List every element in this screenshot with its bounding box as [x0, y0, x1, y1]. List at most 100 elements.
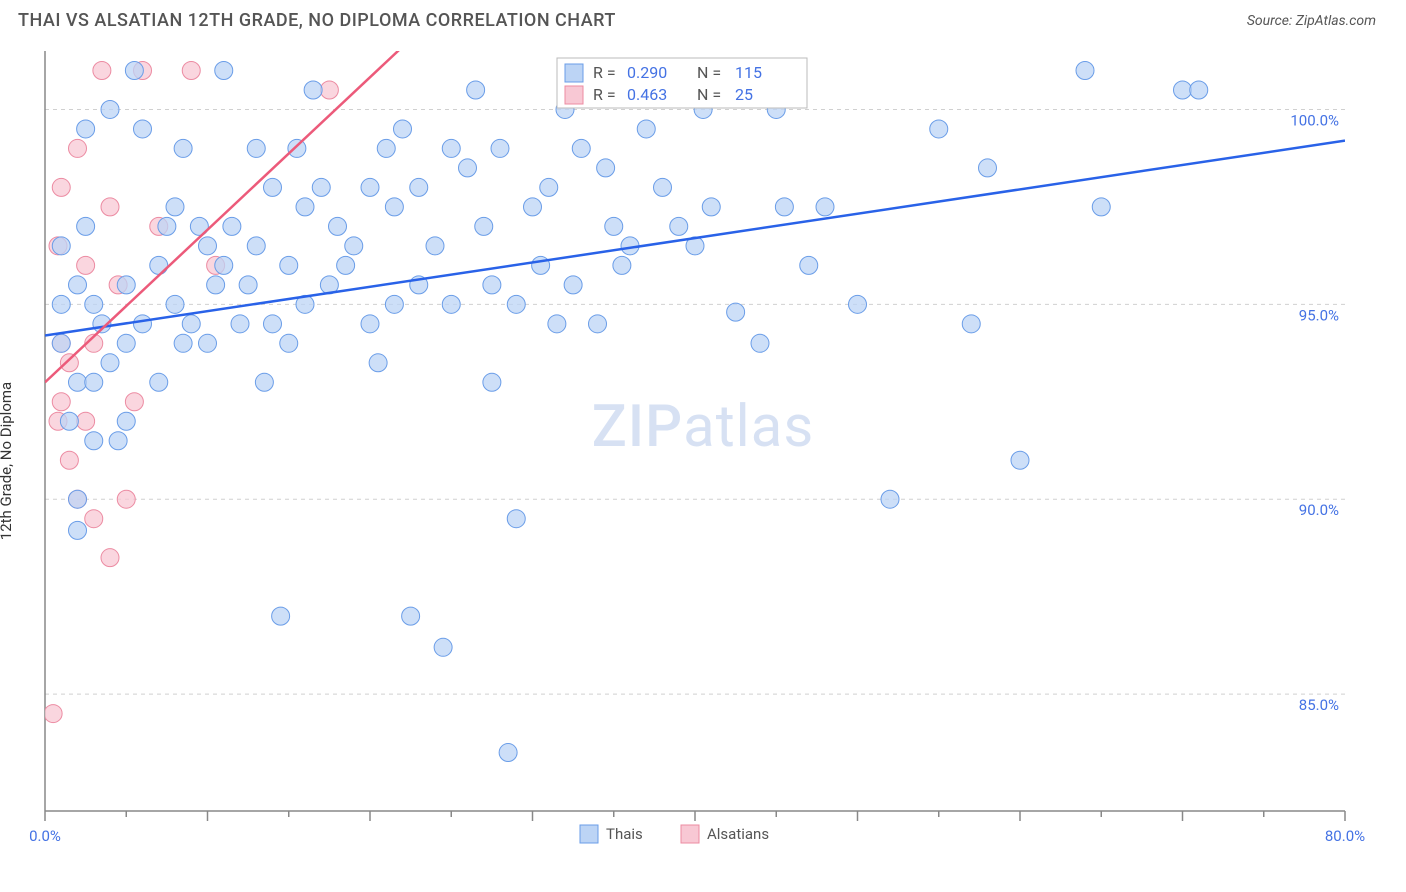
trend-line: [45, 41, 419, 382]
scatter-point: [572, 139, 590, 157]
scatter-point: [849, 295, 867, 313]
scatter-point: [434, 638, 452, 656]
scatter-point: [150, 373, 168, 391]
scatter-point: [93, 61, 111, 79]
scatter-point: [304, 81, 322, 99]
scatter-point: [44, 705, 62, 723]
scatter-point: [394, 120, 412, 138]
scatter-point: [52, 334, 70, 352]
scatter-point: [85, 373, 103, 391]
scatter-point: [174, 139, 192, 157]
scatter-point: [881, 490, 899, 508]
scatter-point: [60, 354, 78, 372]
legend-swatch: [565, 86, 583, 104]
scatter-point: [775, 198, 793, 216]
scatter-point: [605, 217, 623, 235]
scatter-point: [199, 334, 217, 352]
scatter-point: [52, 237, 70, 255]
scatter-point: [670, 217, 688, 235]
legend-n-label: N =: [697, 63, 721, 82]
scatter-point: [166, 198, 184, 216]
scatter-point: [207, 276, 225, 294]
chart-svg: 85.0%90.0%95.0%100.0%0.0%80.0%R =0.290N …: [0, 41, 1406, 881]
chart-header: THAI VS ALSATIAN 12TH GRADE, NO DIPLOMA …: [0, 0, 1406, 41]
scatter-point: [499, 744, 517, 762]
scatter-point: [597, 159, 615, 177]
scatter-point: [337, 256, 355, 274]
scatter-point: [264, 178, 282, 196]
scatter-point: [247, 237, 265, 255]
scatter-point: [69, 490, 87, 508]
scatter-point: [166, 295, 184, 313]
scatter-point: [296, 198, 314, 216]
scatter-point: [702, 198, 720, 216]
scatter-point: [467, 81, 485, 99]
scatter-point: [182, 315, 200, 333]
scatter-point: [637, 120, 655, 138]
scatter-point: [548, 315, 566, 333]
scatter-point: [589, 315, 607, 333]
legend-r-label: R =: [593, 85, 616, 104]
scatter-point: [52, 295, 70, 313]
legend-r-value: 0.463: [627, 85, 667, 104]
scatter-point: [442, 139, 460, 157]
scatter-point: [483, 373, 501, 391]
scatter-point: [264, 315, 282, 333]
legend-swatch: [681, 825, 699, 843]
scatter-point: [613, 256, 631, 274]
scatter-point: [52, 393, 70, 411]
scatter-point: [117, 412, 135, 430]
scatter-point: [60, 451, 78, 469]
scatter-point: [475, 217, 493, 235]
scatter-point: [1190, 81, 1208, 99]
scatter-point: [483, 276, 501, 294]
trend-line: [45, 141, 1345, 336]
legend-n-label: N =: [697, 85, 721, 104]
scatter-point: [117, 276, 135, 294]
scatter-point: [223, 217, 241, 235]
scatter-point: [385, 295, 403, 313]
scatter-point: [215, 256, 233, 274]
scatter-point: [60, 412, 78, 430]
scatter-point: [377, 139, 395, 157]
scatter-point: [101, 354, 119, 372]
scatter-point: [109, 432, 127, 450]
chart-source: Source: ZipAtlas.com: [1247, 13, 1376, 29]
scatter-point: [816, 198, 834, 216]
scatter-point: [320, 81, 338, 99]
scatter-point: [1174, 81, 1192, 99]
scatter-point: [174, 334, 192, 352]
scatter-point: [77, 217, 95, 235]
y-tick-label: 95.0%: [1299, 306, 1339, 324]
legend-r-label: R =: [593, 63, 616, 82]
x-tick-label: 0.0%: [29, 827, 61, 845]
scatter-point: [1076, 61, 1094, 79]
scatter-point: [158, 217, 176, 235]
scatter-point: [182, 61, 200, 79]
scatter-point: [69, 521, 87, 539]
scatter-point: [1011, 451, 1029, 469]
scatter-point: [329, 217, 347, 235]
scatter-point: [426, 237, 444, 255]
scatter-point: [101, 198, 119, 216]
legend-n-value: 25: [735, 85, 753, 104]
scatter-point: [540, 178, 558, 196]
scatter-point: [134, 120, 152, 138]
scatter-point: [255, 373, 273, 391]
scatter-point: [930, 120, 948, 138]
scatter-point: [727, 303, 745, 321]
scatter-point: [361, 315, 379, 333]
legend-series-label: Alsatians: [707, 825, 769, 843]
scatter-point: [85, 295, 103, 313]
legend-swatch: [565, 64, 583, 82]
scatter-point: [134, 315, 152, 333]
scatter-point: [507, 295, 525, 313]
scatter-point: [361, 178, 379, 196]
legend-series-label: Thais: [606, 825, 643, 843]
scatter-point: [85, 510, 103, 528]
scatter-point: [272, 607, 290, 625]
scatter-point: [385, 198, 403, 216]
scatter-point: [962, 315, 980, 333]
scatter-point: [369, 354, 387, 372]
scatter-point: [800, 256, 818, 274]
